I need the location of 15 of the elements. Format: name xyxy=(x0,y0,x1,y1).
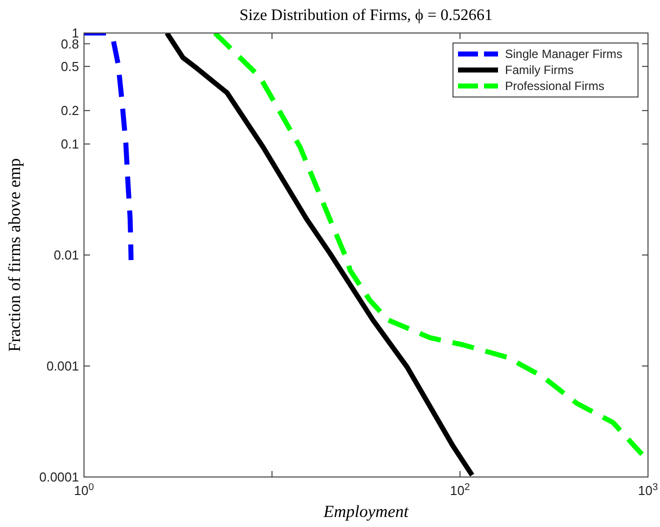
x-tick-label: 10$^{0}$ xyxy=(74,482,95,498)
legend-label: Professional Firms xyxy=(505,79,604,93)
y-axis-title: Fraction of firms above emp xyxy=(5,158,24,352)
y-tick-label: 0.001 xyxy=(46,358,79,374)
y-tick-label: 0.01 xyxy=(54,248,79,262)
y-tick-label: 0.1 xyxy=(60,136,79,152)
x-tick-label: 10$^{2}$ xyxy=(450,482,470,498)
x-tick-label: 10$^{3}$ xyxy=(638,482,658,498)
x-axis-title: Employment xyxy=(322,502,410,521)
legend-label: Family Firms xyxy=(505,63,574,77)
chart-title: Size Distribution of Firms, ϕ = 0.52661 xyxy=(240,7,492,24)
legend-label: Single Manager Firms xyxy=(505,47,622,61)
y-tick-label: 0.5 xyxy=(60,58,79,74)
y-tick-label: 0.0001 xyxy=(39,470,79,484)
y-tick-label: 0.2 xyxy=(60,103,79,118)
